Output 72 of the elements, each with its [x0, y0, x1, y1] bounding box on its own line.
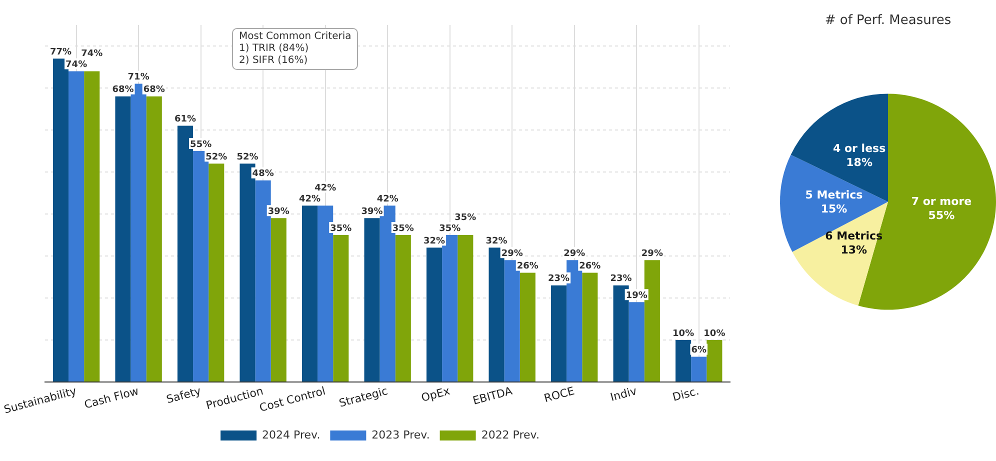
data-label: 15% [820, 202, 848, 216]
bar [426, 248, 442, 382]
data-label: 42% [376, 194, 398, 204]
x-tick-label: OpEx [420, 384, 452, 405]
data-label: 52% [206, 152, 228, 162]
data-label: 26% [579, 262, 601, 272]
data-label: 29% [501, 249, 523, 260]
data-label: 55% [928, 209, 955, 222]
bar [551, 285, 567, 382]
slice-label: 4 or less [833, 142, 886, 155]
data-label: 74% [66, 60, 88, 70]
bar [68, 71, 84, 382]
data-label: 39% [361, 207, 383, 218]
data-label: 55% [190, 140, 212, 150]
data-label: 42% [298, 194, 321, 204]
data-label: 18% [846, 156, 872, 169]
data-label: 19% [626, 291, 648, 302]
bar [84, 71, 100, 382]
bar [115, 96, 131, 382]
data-label: 32% [486, 236, 508, 246]
data-label: 35% [330, 224, 352, 234]
data-label: 77% [50, 47, 72, 58]
data-label: 10% [672, 328, 694, 339]
legend-label: 2023 Prev. [372, 428, 430, 442]
data-label: 61% [174, 114, 196, 125]
x-tick-label: EBITDA [471, 384, 514, 408]
bar [582, 272, 598, 382]
bar [333, 234, 349, 382]
data-label: 35% [454, 212, 476, 223]
data-label: 6% [691, 346, 707, 356]
bar [208, 164, 224, 382]
bar [628, 302, 644, 382]
x-tick-label: Indiv [608, 384, 639, 404]
data-label: 26% [516, 262, 538, 272]
bar [458, 234, 474, 382]
data-label: 35% [439, 224, 461, 234]
data-label: 23% [548, 274, 570, 284]
data-label: 23% [610, 274, 632, 284]
data-label: 13% [840, 244, 868, 256]
data-label: 48% [252, 169, 274, 180]
bar [691, 356, 707, 382]
annotation: Most Common Criteria 1) TRIR (84%) 2) SIFR (16%) [232, 28, 358, 70]
bar [395, 234, 411, 382]
data-label: 52% [236, 152, 258, 162]
x-tick-label: Strategic [338, 384, 390, 410]
slice-label: 5 Metrics [805, 188, 864, 202]
bar [364, 218, 380, 382]
data-label: 32% [424, 236, 446, 246]
data-label: 29% [641, 249, 663, 260]
x-tick-label: Safety [164, 384, 203, 406]
data-label: 35% [392, 224, 414, 234]
data-label: 29% [564, 249, 586, 260]
bar [270, 218, 286, 382]
data-label: 68% [143, 85, 165, 96]
data-label: 71% [128, 72, 150, 83]
legend-label: 2022 Prev. [481, 428, 540, 442]
data-label: 42% [314, 183, 336, 194]
chart-title: # of Perf. Measures [824, 13, 952, 28]
bar [676, 340, 692, 382]
data-label: 39% [268, 207, 290, 218]
slice-label: 7 or more [911, 195, 972, 208]
x-tick-label: Cash Flow [82, 384, 140, 412]
bar [520, 272, 536, 382]
bar [302, 206, 318, 382]
data-label: 74% [81, 49, 103, 60]
x-tick-label: Disc. [671, 384, 700, 404]
bar [706, 340, 722, 382]
data-label: 68% [112, 85, 134, 96]
data-label: 10% [704, 328, 726, 339]
x-tick-label: ROCE [542, 384, 576, 406]
legend-label: 2024 Prev. [262, 428, 320, 442]
bar [146, 96, 162, 382]
